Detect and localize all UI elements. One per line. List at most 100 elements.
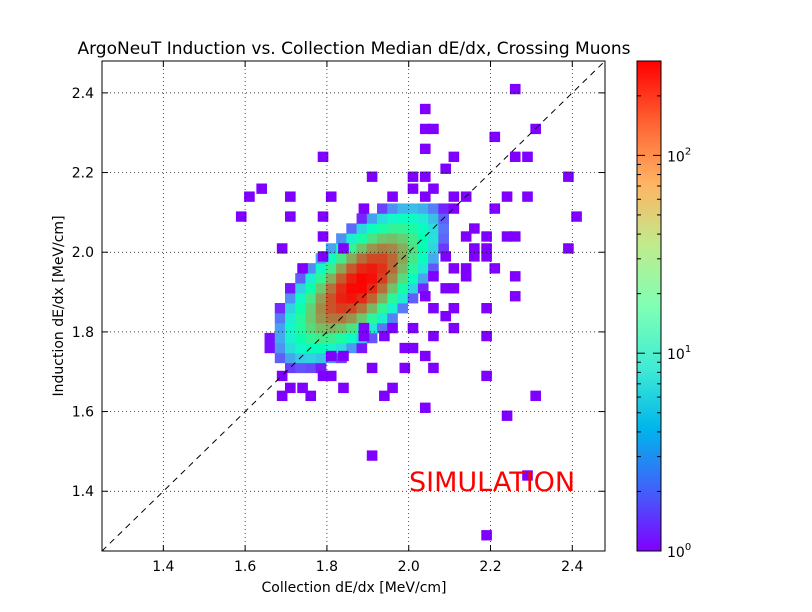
heatmap-cell [377, 213, 388, 224]
heatmap-cell [366, 362, 378, 374]
heatmap-cell [563, 243, 574, 254]
heatmap-cell [377, 233, 388, 244]
x-axis-label: Collection dE/dx [MeV/cm] [261, 580, 446, 596]
heatmap-cell [346, 342, 357, 354]
y-tick-label: 2.4 [72, 86, 94, 102]
heatmap-cell [336, 233, 347, 244]
heatmap-cell [305, 362, 317, 374]
heatmap-cell [356, 233, 368, 244]
heatmap-cell [285, 322, 296, 334]
heatmap-cell [428, 271, 439, 282]
heatmap-cell [440, 251, 452, 262]
heatmap-cell [317, 370, 329, 382]
heatmap-cell [460, 263, 472, 274]
heatmap-cell [407, 223, 419, 234]
y-tick-label: 1.4 [72, 484, 94, 500]
heatmap-cell [397, 213, 409, 224]
heatmap-cell [460, 271, 472, 282]
heatmap-cell [397, 223, 409, 234]
heatmap-cell [428, 362, 439, 374]
heatmap-cell [346, 263, 357, 274]
heatmap-cell [356, 273, 368, 284]
heatmap-cell [305, 312, 317, 324]
heatmap-cell [399, 342, 411, 354]
heatmap-cell [356, 303, 368, 314]
heatmap-cell [417, 223, 429, 234]
heatmap-cell [317, 231, 329, 242]
heatmap-cell [285, 283, 296, 294]
heatmap-cell [366, 223, 378, 234]
heatmap-cell [428, 263, 439, 274]
heatmap-cell [338, 350, 349, 362]
heatmap-cell [274, 322, 286, 334]
heatmap-cell [356, 312, 368, 324]
heatmap-cell [366, 273, 378, 284]
heatmap-cell [295, 293, 306, 304]
heatmap-cell [481, 330, 492, 342]
heatmap-cell [501, 231, 513, 242]
heatmap-cell [397, 263, 409, 274]
heatmap-cell [530, 390, 541, 402]
heatmap-cell [336, 342, 347, 354]
chart-title: ArgoNeuT Induction vs. Collection Median… [77, 39, 630, 59]
heatmap-cell [315, 293, 327, 304]
x-tick-label: 1.8 [316, 559, 338, 575]
heatmap-cell [325, 253, 337, 264]
heatmap-cell [366, 322, 378, 334]
heatmap-cell [295, 332, 306, 344]
heatmap-cell [338, 382, 349, 394]
heatmap-cell [428, 243, 439, 254]
heatmap-cell [428, 203, 439, 214]
heatmap-cell [366, 263, 378, 274]
heatmap-cell [325, 350, 337, 362]
heatmap-cell [358, 330, 370, 342]
heatmap-cell [366, 303, 378, 314]
heatmap-cell [379, 330, 390, 342]
heatmap-cell [274, 332, 286, 344]
heatmap-cell [397, 293, 409, 304]
heatmap-cell [336, 293, 347, 304]
simulation-annotation: SIMULATION [409, 467, 575, 498]
heatmap-cell [428, 233, 439, 244]
heatmap-cell [325, 342, 337, 354]
heatmap-cell [358, 203, 370, 214]
heatmap-cell [428, 303, 439, 314]
y-tick-label: 2.2 [72, 166, 94, 182]
heatmap-cell [305, 273, 317, 284]
heatmap-cell [417, 243, 429, 254]
heatmap-cell [346, 233, 357, 244]
x-tick-label: 2.4 [561, 559, 583, 575]
heatmap-cell [377, 293, 388, 304]
heatmap-cell [407, 322, 419, 334]
heatmap-cell [346, 312, 357, 324]
heatmap-cell [428, 253, 439, 264]
heatmap-cell [356, 342, 368, 354]
heatmap-cell [387, 312, 398, 324]
heatmap-cell [295, 273, 306, 284]
heatmap-cell [336, 253, 347, 264]
heatmap-cell [377, 203, 388, 214]
colorbar-tick-label: 102 [667, 146, 691, 165]
heatmap-cell [346, 223, 357, 234]
heatmap-cell [325, 312, 337, 324]
heatmap-cell [346, 332, 357, 344]
heatmap-cell [438, 223, 449, 234]
heatmap-cell [407, 283, 419, 294]
heatmap-cell [285, 382, 296, 394]
heatmap-cell [336, 263, 347, 274]
x-tick-label: 2.0 [398, 559, 420, 575]
heatmap-cell [356, 213, 368, 224]
heatmap-cell [397, 303, 409, 314]
heatmap-cell [419, 103, 431, 115]
heatmap-cell [509, 83, 521, 95]
heatmap-cell [315, 332, 327, 344]
heatmap-cell [407, 213, 419, 224]
heatmap-cell [325, 332, 337, 344]
heatmap-cell [317, 251, 329, 262]
heatmap-cell [377, 303, 388, 314]
heatmap-cell [315, 342, 327, 354]
heatmap-cell [387, 303, 398, 314]
colorbar-gradient [636, 60, 662, 552]
heatmap-cell [387, 223, 398, 234]
